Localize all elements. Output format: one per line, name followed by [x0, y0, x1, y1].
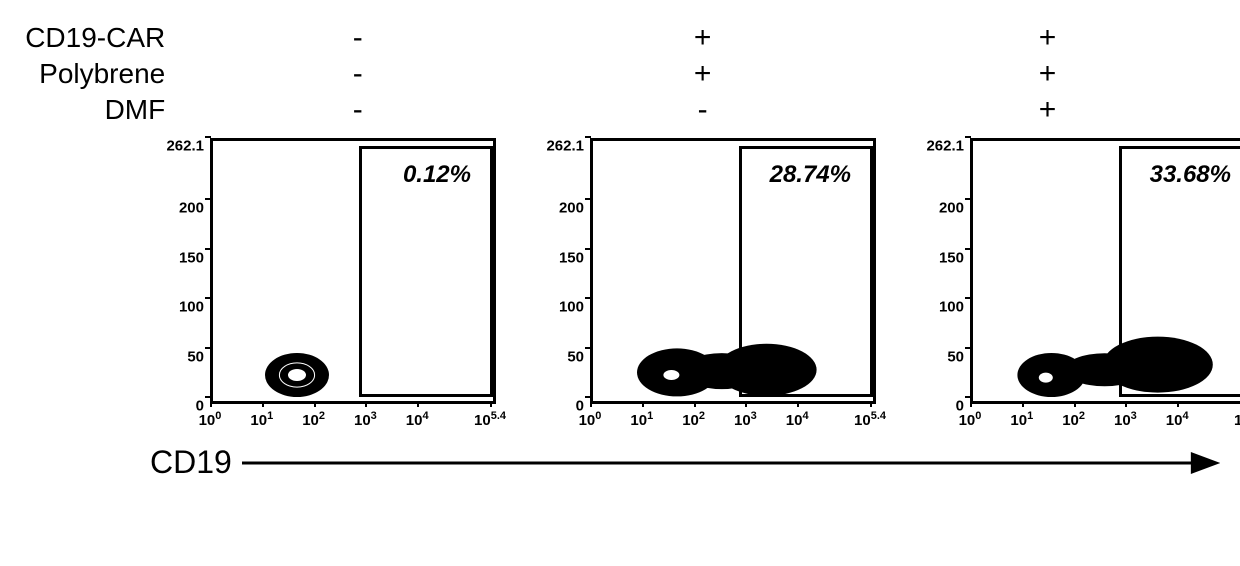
x-tick-label: 104 [1166, 410, 1189, 429]
condition-value: - [185, 93, 530, 127]
x-tick-label: 104 [406, 410, 429, 429]
x-tick-label: 105.4 [474, 410, 506, 429]
y-tick-label: 150 [559, 249, 584, 266]
x-tick-label: 100 [199, 410, 222, 429]
y-tick-label: 100 [939, 299, 964, 316]
x-axis-label-row: CD19 [150, 444, 1220, 481]
y-tick-label: 100 [179, 299, 204, 316]
flow-plot: 050100150200262.10.12%100101102103104105… [170, 138, 490, 404]
y-tick-label: 150 [179, 249, 204, 266]
condition-row: CD19-CAR-++ [20, 20, 1220, 56]
x-axis-label: CD19 [150, 444, 232, 481]
gate-percent-label: 0.12% [403, 161, 471, 189]
y-tick-label: 262.1 [166, 138, 204, 155]
y-tick-label: 50 [187, 348, 204, 365]
x-tick-label: 101 [1010, 410, 1033, 429]
y-tick-label: 200 [939, 200, 964, 217]
gate-percent-label: 28.74% [770, 161, 851, 189]
y-tick-label: 200 [559, 200, 584, 217]
y-tick-label: 50 [947, 348, 964, 365]
condition-value: + [875, 57, 1220, 91]
x-axis-ticks: 100101102103104105.4 [210, 404, 490, 432]
condition-value: + [530, 57, 875, 91]
plots-row: 050100150200262.10.12%100101102103104105… [170, 138, 1220, 404]
condition-value: - [185, 57, 530, 91]
x-tick-label: 105.4 [854, 410, 886, 429]
y-tick-label: 100 [559, 299, 584, 316]
y-tick-label: 150 [939, 249, 964, 266]
condition-row: Polybrene-++ [20, 56, 1220, 92]
y-axis-ticks: 050100150200262.1 [550, 138, 588, 398]
condition-row: DMF--+ [20, 92, 1220, 128]
x-tick-label: 103 [354, 410, 377, 429]
y-tick-label: 50 [567, 348, 584, 365]
x-tick-label: 104 [786, 410, 809, 429]
condition-label: DMF [20, 94, 185, 126]
plot-box: 28.74% [590, 138, 876, 404]
gate-percent-label: 33.68% [1150, 161, 1231, 189]
x-tick-label: 101 [630, 410, 653, 429]
x-tick-label: 100 [959, 410, 982, 429]
y-tick-label: 200 [179, 200, 204, 217]
y-axis-ticks: 050100150200262.1 [930, 138, 968, 398]
flow-plot: 050100150200262.133.68%10010110210310410… [930, 138, 1240, 404]
x-tick-label: 103 [1114, 410, 1137, 429]
plot-box: 0.12% [210, 138, 496, 404]
x-tick-label: 102 [1062, 410, 1085, 429]
flow-plot: 050100150200262.128.74%10010110210310410… [550, 138, 870, 404]
x-tick-label: 103 [734, 410, 757, 429]
condition-value: - [185, 21, 530, 55]
condition-label: CD19-CAR [20, 22, 185, 54]
plot-box: 33.68% [970, 138, 1240, 404]
figure-root: CD19-CAR-++Polybrene-++DMF--+ 0501001502… [20, 20, 1220, 481]
condition-label: Polybrene [20, 58, 185, 90]
condition-value: + [875, 93, 1220, 127]
x-axis-ticks: 100101102103104105.4 [590, 404, 870, 432]
y-tick-label: 262.1 [926, 138, 964, 155]
condition-value: + [875, 21, 1220, 55]
y-axis-ticks: 050100150200262.1 [170, 138, 208, 398]
x-axis-ticks: 100101102103104105.4 [970, 404, 1240, 432]
y-tick-label: 262.1 [546, 138, 584, 155]
conditions-table: CD19-CAR-++Polybrene-++DMF--+ [20, 20, 1220, 128]
condition-value: - [530, 93, 875, 127]
x-tick-label: 100 [579, 410, 602, 429]
x-tick-label: 101 [250, 410, 273, 429]
x-axis-arrow-icon [242, 448, 1220, 478]
x-tick-label: 102 [302, 410, 325, 429]
condition-value: + [530, 21, 875, 55]
x-tick-label: 102 [682, 410, 705, 429]
x-tick-label: 105.4 [1234, 410, 1240, 429]
